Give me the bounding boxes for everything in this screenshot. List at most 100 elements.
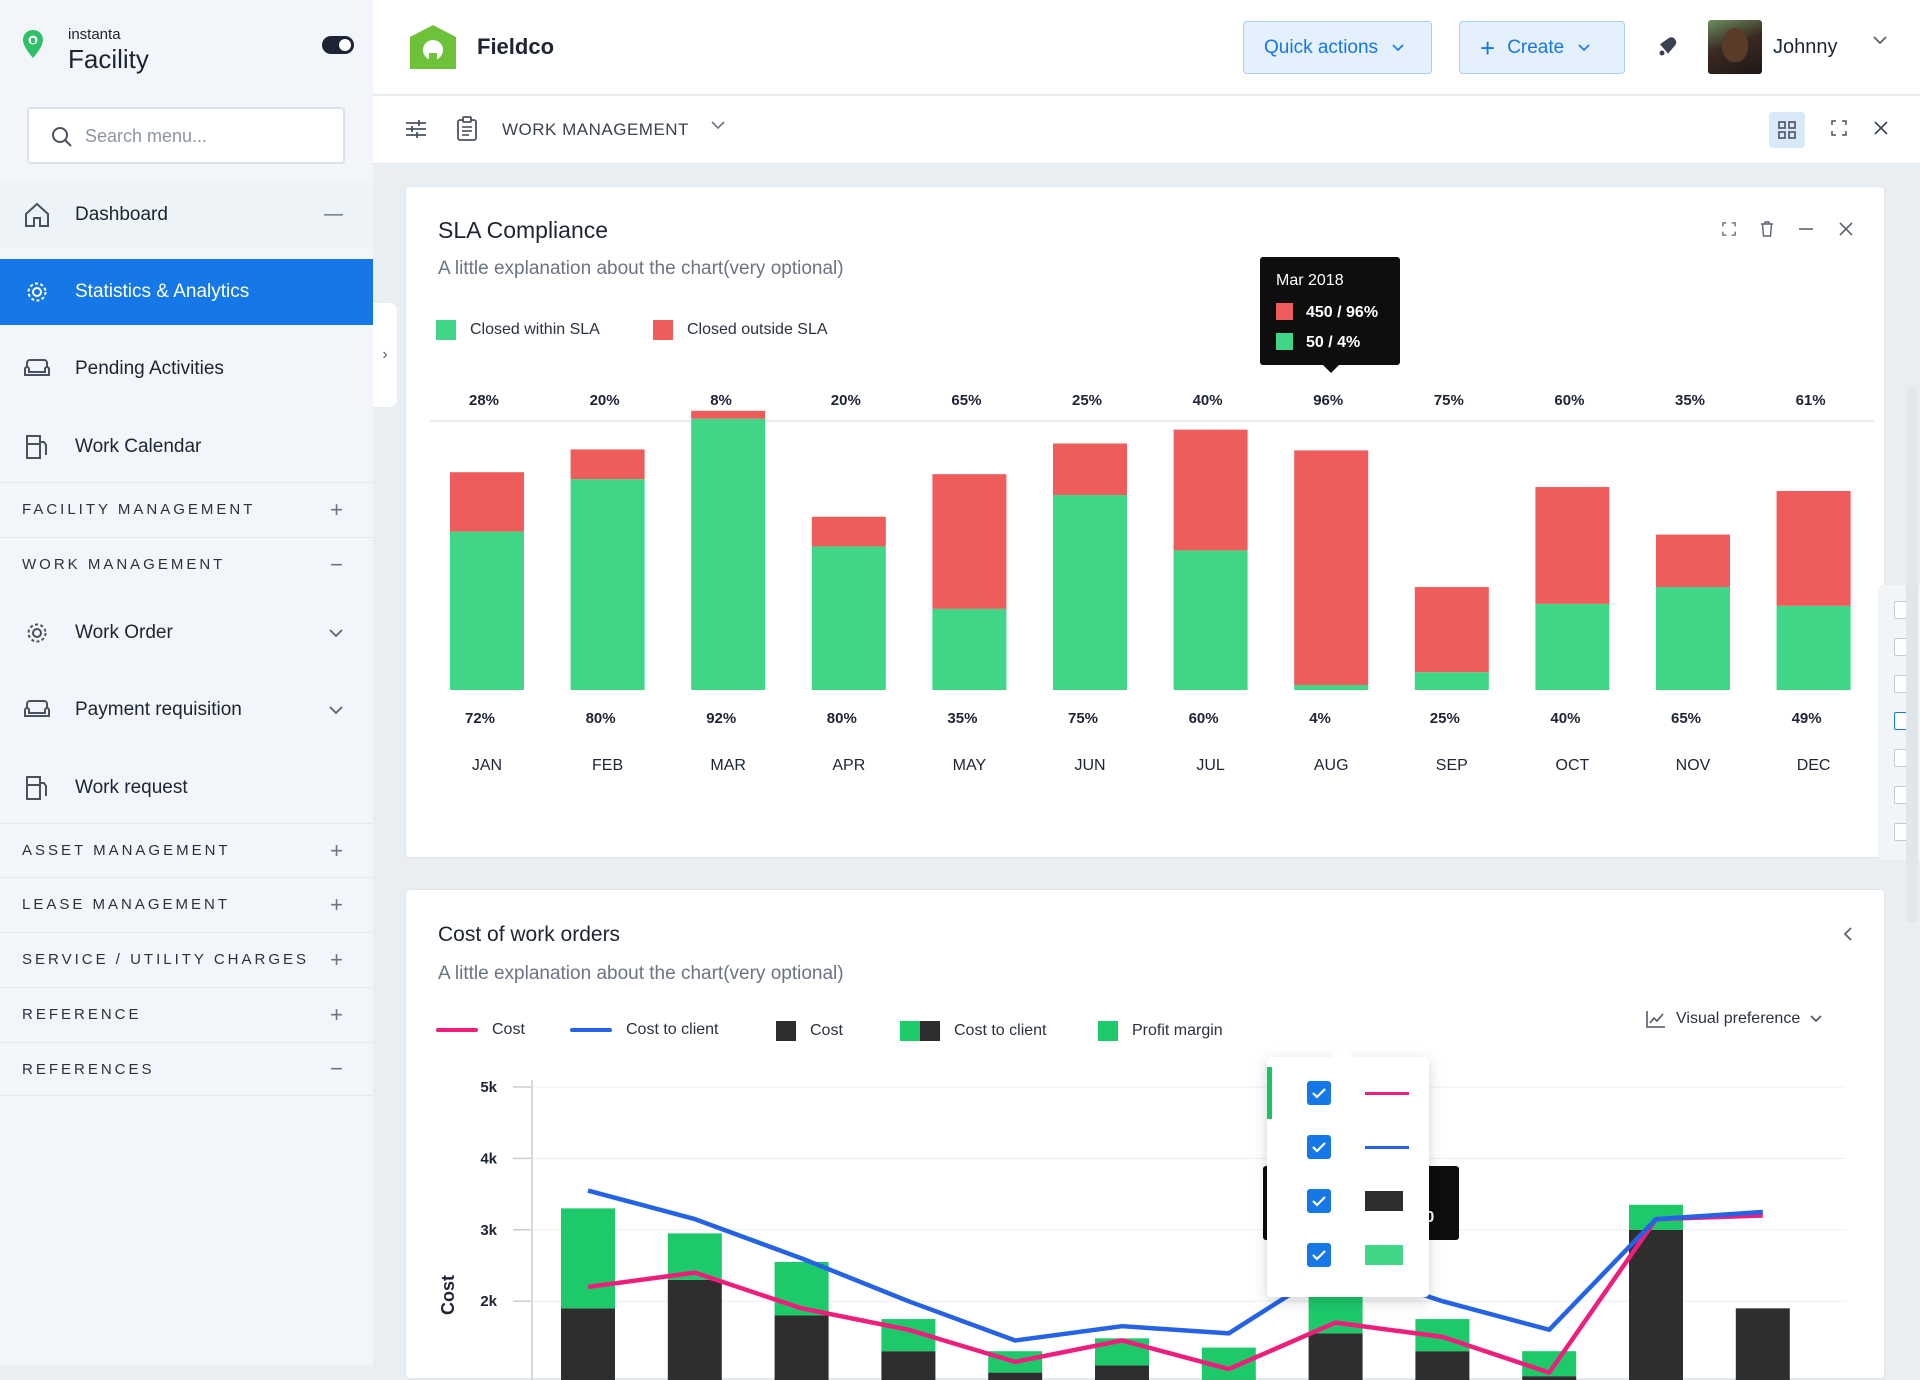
section-label: REFERENCES <box>22 1061 155 1078</box>
expand-icon[interactable] <box>1831 120 1847 136</box>
x-tick-label: JAN <box>472 757 502 774</box>
bar-outside-sla <box>1777 491 1851 606</box>
chevron-down-icon <box>329 699 343 721</box>
top-percent-label: 20% <box>831 392 861 409</box>
bar-within-sla <box>932 609 1006 690</box>
sidebar-collapse-button[interactable]: › <box>373 303 397 407</box>
bar-within-sla <box>1294 685 1368 690</box>
check-icon <box>1312 1195 1326 1207</box>
bar-within-sla <box>812 546 886 690</box>
sidebar-item-label: Statistics & Analytics <box>75 281 249 303</box>
create-label: Create <box>1507 37 1564 59</box>
breadcrumb[interactable]: WORK MANAGEMENT <box>502 120 689 140</box>
bell-icon[interactable] <box>1655 32 1681 58</box>
bottom-percent-label: 72% <box>465 710 495 727</box>
tooltip-pointer <box>1323 365 1339 373</box>
bottom-percent-label: 60% <box>1189 710 1219 727</box>
sidebar-item-calendar[interactable]: Work Calendar <box>0 414 373 480</box>
brand-small: instanta <box>68 26 121 43</box>
section-references[interactable]: REFERENCES − <box>0 1042 373 1096</box>
collapse-icon[interactable]: — <box>324 204 343 226</box>
top-percent-label: 61% <box>1796 392 1826 409</box>
y-tick-label: 4k <box>480 1150 497 1167</box>
section-label: REFERENCE <box>22 1006 142 1023</box>
bar-within-sla <box>1174 550 1248 690</box>
tooltip-within-value: 50 / 4% <box>1306 334 1360 351</box>
home-icon <box>22 200 52 230</box>
bar-cost <box>1309 1333 1363 1380</box>
chevron-down-icon <box>1578 44 1590 52</box>
bar-outside-sla <box>932 474 1006 609</box>
bottom-percent-label: 75% <box>1068 710 1098 727</box>
bar-outside-sla <box>1294 450 1368 685</box>
x-tick-label: APR <box>832 757 865 774</box>
scrollbar[interactable] <box>1906 388 1918 923</box>
sidebar-item-pending[interactable]: Pending Activities <box>0 336 373 402</box>
company-logo <box>408 23 458 71</box>
bar-outside-sla <box>1656 535 1730 587</box>
search-input[interactable] <box>85 123 325 149</box>
section-label: FACILITY MANAGEMENT <box>22 501 255 518</box>
x-tick-label: JUL <box>1196 757 1225 774</box>
sidebar-item-work-request[interactable]: Work request <box>0 755 373 821</box>
create-button[interactable]: + Create <box>1459 21 1625 74</box>
sla-chart: 28%72%JAN20%80%FEB8%92%MAR20%80%APR65%35… <box>406 187 1886 859</box>
sidebar-item-label: Work Order <box>75 622 173 644</box>
chevron-down-icon[interactable] <box>1873 35 1887 45</box>
section-work-management[interactable]: WORK MANAGEMENT − <box>0 537 373 591</box>
sidebar-item-work-order[interactable]: Work Order <box>0 600 373 666</box>
y-tick-label: 2k <box>480 1293 497 1310</box>
checkbox-checked[interactable] <box>1307 1243 1331 1267</box>
plus-icon: + <box>1480 35 1495 61</box>
section-reference[interactable]: REFERENCE + <box>0 987 373 1041</box>
section-lease-management[interactable]: LEASE MANAGEMENT + <box>0 877 373 931</box>
bottom-percent-label: 35% <box>947 710 977 727</box>
organization-name: Fieldco <box>477 34 554 60</box>
gear-icon <box>22 618 52 648</box>
vp-option-cost-line[interactable] <box>1267 1067 1429 1119</box>
sidebar-item-payment-requisition[interactable]: Payment requisition <box>0 677 373 743</box>
checkbox-checked[interactable] <box>1307 1135 1331 1159</box>
bar-outside-sla <box>1415 587 1489 672</box>
sidebar-item-label: Pending Activities <box>75 358 224 380</box>
user-name[interactable]: Johnny <box>1773 36 1838 59</box>
section-service-utility-charges[interactable]: SERVICE / UTILITY CHARGES + <box>0 932 373 986</box>
bar-outside-sla <box>812 517 886 547</box>
grid-view-button[interactable] <box>1769 112 1805 148</box>
x-tick-label: NOV <box>1676 757 1711 774</box>
section-label: ASSET MANAGEMENT <box>22 842 231 859</box>
chevron-down-icon[interactable] <box>711 120 725 130</box>
top-percent-label: 25% <box>1072 392 1102 409</box>
bottom-percent-label: 4% <box>1309 710 1331 727</box>
y-tick-label: 3k <box>480 1222 497 1239</box>
section-facility-management[interactable]: FACILITY MANAGEMENT + <box>0 482 373 536</box>
check-icon <box>1312 1249 1326 1261</box>
checkbox-checked[interactable] <box>1307 1081 1331 1105</box>
sidebar-item-dashboard[interactable]: Dashboard — <box>0 182 373 248</box>
plus-icon: + <box>330 947 343 973</box>
filter-sliders-icon[interactable] <box>405 118 427 140</box>
vp-option-cost-bar[interactable] <box>1267 1175 1429 1227</box>
avatar[interactable] <box>1708 20 1762 74</box>
checkbox-checked[interactable] <box>1307 1189 1331 1213</box>
tooltip-outside-value: 450 / 96% <box>1306 304 1378 321</box>
section-label: SERVICE / UTILITY CHARGES <box>22 951 309 968</box>
quick-actions-button[interactable]: Quick actions <box>1243 21 1432 74</box>
top-percent-label: 96% <box>1313 392 1343 409</box>
plus-icon: + <box>330 497 343 523</box>
theme-toggle[interactable] <box>322 36 354 54</box>
minus-icon: − <box>330 552 343 578</box>
bar-within-sla <box>1656 587 1730 690</box>
bar-within-sla <box>1535 604 1609 690</box>
close-icon[interactable] <box>1873 120 1889 136</box>
vp-option-client-line[interactable] <box>1267 1121 1429 1173</box>
sidebar-item-statistics[interactable]: Statistics & Analytics <box>0 259 373 325</box>
bar-marker <box>1365 1191 1403 1211</box>
bar-within-sla <box>691 419 765 690</box>
top-percent-label: 60% <box>1554 392 1584 409</box>
vp-option-margin-bar[interactable] <box>1267 1229 1429 1281</box>
section-asset-management[interactable]: ASSET MANAGEMENT + <box>0 823 373 877</box>
top-percent-label: 35% <box>1675 392 1705 409</box>
bar-cost <box>881 1351 935 1380</box>
